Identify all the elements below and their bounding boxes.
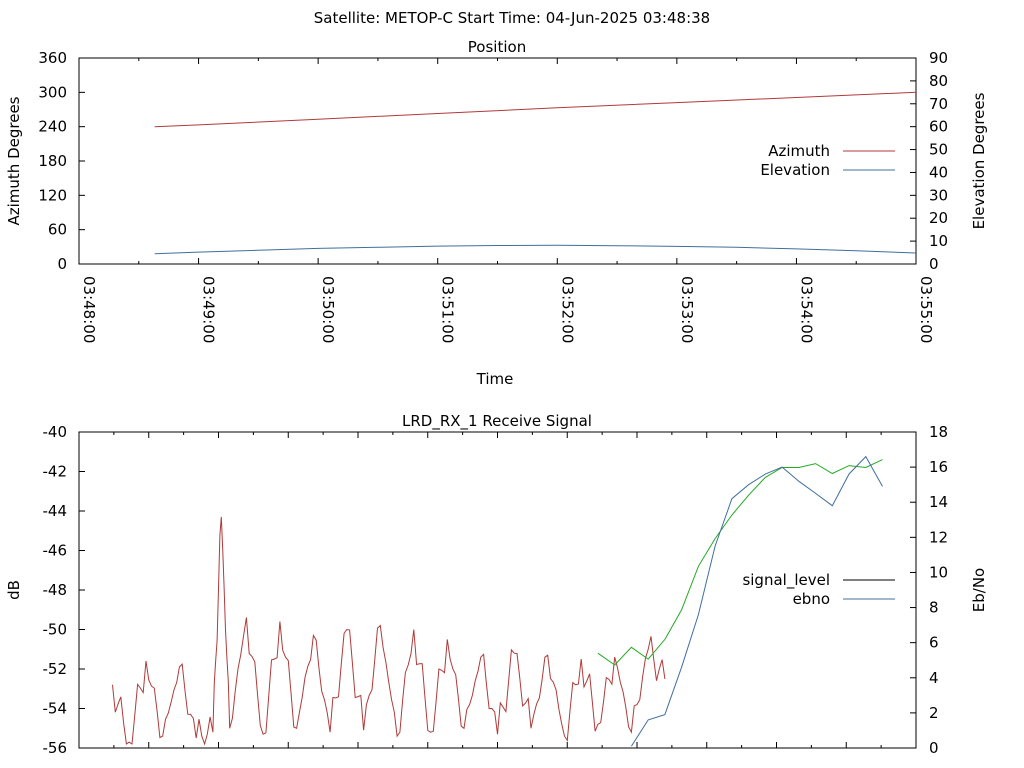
y-tick-label: -50 [43, 621, 68, 639]
legend-label-elevation: Elevation [760, 161, 830, 179]
chart-header: Satellite: METOP-C Start Time: 04-Jun-20… [314, 9, 710, 27]
series-line-1 [597, 459, 883, 666]
y2-tick-label: 60 [929, 118, 948, 136]
y2-tick-label: 4 [929, 669, 939, 687]
series-line-elevation [154, 244, 917, 255]
y-tick-label: 240 [38, 118, 67, 136]
y-tick-label: 0 [57, 255, 67, 273]
x-tick-label: 03:54:00 [797, 276, 815, 343]
position-ylabel: Azimuth Degrees [5, 96, 23, 225]
y2-tick-label: 90 [929, 49, 948, 67]
y2-tick-label: 0 [929, 255, 939, 273]
y-tick-label: -56 [43, 739, 68, 757]
x-tick-label: 03:48:00 [80, 276, 98, 343]
x-tick-label: 03:53:00 [678, 276, 696, 343]
y2-tick-label: 30 [929, 186, 948, 204]
y2-tick-label: 10 [929, 232, 948, 250]
y-tick-label: -42 [43, 463, 68, 481]
position-xlabel: Time [476, 370, 514, 388]
y2-tick-label: 70 [929, 95, 948, 113]
signal-y-axis: -56 -54 -52 -50 -48 -46 -44 -42 -40 [43, 423, 85, 757]
y2-tick-label: 40 [929, 163, 948, 181]
x-tick-label: 03:51:00 [439, 276, 457, 343]
x-tick-label: 03:52:00 [558, 276, 576, 343]
y2-tick-label: 2 [929, 704, 939, 722]
signal-title: LRD_RX_1 Receive Signal [402, 412, 592, 431]
y2-tick-label: 80 [929, 72, 948, 90]
legend-label-azimuth: Azimuth [768, 142, 830, 160]
signal-chart: LRD_RX_1 Receive Signal -56-54-52-50-48-… [5, 412, 988, 757]
y-tick-label: 360 [38, 49, 67, 67]
legend-label-signal-level: signal_level [742, 571, 830, 590]
x-tick-label: 03:50:00 [319, 276, 337, 343]
signal-y2label: Eb/No [970, 568, 988, 612]
signal-y2-axis: 0 2 4 6 8 10 12 14 16 18 [910, 423, 948, 757]
position-y2-axis: 0 10 20 30 40 50 60 70 80 90 [910, 49, 948, 273]
y-tick-label: 300 [38, 83, 67, 101]
y2-tick-label: 50 [929, 141, 948, 159]
legend-label-ebno: ebno [793, 590, 830, 608]
y-tick-label: 180 [38, 152, 67, 170]
series-line-0 [112, 516, 666, 746]
y-tick-label: 120 [38, 186, 67, 204]
position-chart: Position 0 60 120 180 240 300 360 0 10 20 30 40 50 6… [5, 38, 988, 388]
y-tick-label: -46 [43, 542, 68, 560]
x-tick-label: 03:49:00 [200, 276, 218, 343]
y2-tick-label: 10 [929, 563, 948, 581]
position-series [154, 91, 917, 255]
y2-tick-label: 6 [929, 634, 939, 652]
series-line-azimuth [154, 91, 917, 128]
y2-tick-label: 12 [929, 528, 948, 546]
signal-series [112, 455, 883, 747]
y2-tick-label: 8 [929, 599, 939, 617]
signal-plot-frame [78, 431, 917, 749]
y-tick-label: -54 [43, 700, 68, 718]
y2-tick-label: 0 [929, 739, 939, 757]
y2-tick-label: 20 [929, 209, 948, 227]
y-tick-label: -48 [43, 581, 68, 599]
signal-x-axis [113, 432, 882, 748]
y-tick-label: -40 [43, 423, 68, 441]
y-tick-label: -52 [43, 660, 68, 678]
y-tick-label: -44 [43, 502, 68, 520]
signal-ylabel: dB [5, 580, 23, 600]
y2-tick-label: 16 [929, 458, 948, 476]
position-x-axis: 03:48:00 03:49:00 03:50:00 03:51:00 03:52:00… [78, 58, 935, 343]
position-y-axis: 0 60 120 180 240 300 360 [38, 49, 85, 273]
y2-tick-label: 18 [929, 423, 948, 441]
position-title: Position [468, 38, 526, 56]
x-tick-label: 03:55:00 [917, 276, 935, 343]
position-y2label: Elevation Degrees [970, 92, 988, 229]
y2-tick-label: 14 [929, 493, 948, 511]
y-tick-label: 60 [48, 221, 67, 239]
series-line-2 [630, 455, 883, 747]
